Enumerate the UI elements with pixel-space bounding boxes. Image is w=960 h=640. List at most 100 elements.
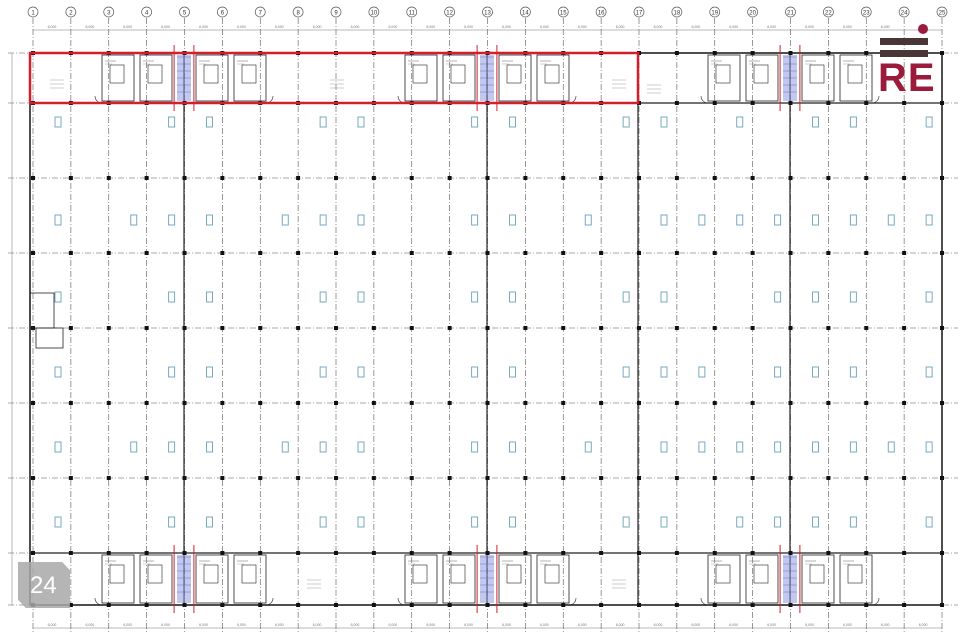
structural-column	[674, 551, 679, 555]
structural-column	[712, 251, 717, 255]
restroom	[412, 64, 428, 84]
dimension-label: 6,000	[388, 623, 397, 627]
grid-label: 19	[711, 11, 718, 17]
structural-column	[220, 401, 225, 405]
grid-bubble	[557, 6, 569, 18]
structural-column	[371, 603, 376, 607]
grid-label: 7	[259, 11, 263, 17]
structural-column	[334, 603, 338, 607]
dimension-label: 6,000	[729, 623, 738, 627]
skylight	[660, 366, 668, 378]
office-room	[839, 54, 873, 102]
skylight	[471, 441, 479, 453]
grid-bubble	[898, 6, 910, 18]
grid-label: 9	[334, 11, 338, 17]
skylight	[471, 291, 479, 303]
skylight	[54, 366, 62, 378]
grid-bubble	[254, 6, 266, 18]
structural-column	[106, 176, 111, 180]
skylight	[698, 366, 706, 378]
skylight	[849, 516, 857, 528]
structural-column	[826, 101, 831, 105]
office-room	[233, 54, 267, 102]
skylight	[281, 441, 289, 453]
office-room	[745, 54, 779, 102]
dimension-label: 6,000	[881, 25, 890, 29]
grid-bubble	[179, 6, 190, 18]
structural-column	[712, 326, 717, 330]
restroom	[412, 564, 428, 584]
grid-label: 16	[598, 11, 605, 17]
structural-column	[940, 401, 944, 405]
skylight	[622, 116, 630, 128]
structural-column	[68, 476, 73, 480]
restroom	[847, 64, 863, 84]
skylight	[206, 441, 213, 453]
dimension-label: 6,000	[654, 25, 663, 29]
dimension-label: 6,000	[161, 25, 170, 29]
dimension-label: 6,000	[351, 623, 360, 627]
structural-column	[409, 251, 414, 255]
structural-column	[902, 476, 907, 480]
skylight	[357, 291, 365, 303]
structural-column	[258, 551, 263, 555]
structural-column	[523, 176, 528, 180]
structural-column	[637, 251, 641, 255]
dimension-label: 6,000	[919, 623, 928, 627]
skylight	[812, 366, 819, 378]
structural-column	[182, 251, 187, 255]
dimension-label: 6,000	[729, 25, 738, 29]
structural-column	[258, 401, 263, 405]
structural-column	[220, 251, 225, 255]
grid-label: 23	[863, 11, 870, 17]
dimension-label: 6,000	[578, 623, 587, 627]
structural-column	[182, 551, 187, 555]
structural-column	[788, 176, 793, 180]
grid-label: 18	[674, 11, 681, 17]
dimension-label: 6,000	[85, 623, 94, 627]
structural-column	[599, 251, 604, 255]
structural-column	[485, 401, 490, 405]
grid-bubble	[27, 6, 39, 18]
skylight	[812, 291, 819, 303]
structural-column	[637, 551, 641, 555]
structural-column	[826, 476, 831, 480]
restroom	[715, 564, 731, 584]
structural-column	[674, 326, 679, 330]
stair	[783, 555, 797, 603]
structural-column	[599, 326, 604, 330]
skylight	[925, 214, 933, 226]
structural-column	[826, 176, 831, 180]
skylight	[660, 214, 668, 226]
office-room	[498, 554, 532, 604]
structural-column	[296, 476, 301, 480]
structural-column	[864, 401, 869, 405]
dimension-label: 6,000	[48, 623, 57, 627]
skylight	[660, 441, 668, 453]
stair	[480, 555, 494, 603]
structural-column	[68, 401, 73, 405]
restroom	[147, 564, 163, 584]
structural-column	[144, 251, 149, 255]
dimension-label: 6,000	[313, 25, 322, 29]
dimension-label: 6,000	[691, 25, 700, 29]
structural-column	[712, 551, 717, 555]
restroom	[506, 564, 522, 584]
structural-column	[68, 603, 73, 607]
skylight	[206, 291, 213, 303]
structural-column	[523, 326, 528, 330]
structural-column	[409, 603, 414, 607]
dimension-label: 6,000	[199, 25, 208, 29]
structural-column	[788, 101, 793, 105]
structural-column	[637, 401, 641, 405]
door	[871, 95, 880, 104]
structural-column	[637, 176, 641, 180]
structural-column	[144, 176, 149, 180]
structural-column	[371, 326, 376, 330]
structural-column	[409, 326, 414, 330]
structural-column	[334, 176, 338, 180]
structural-column	[144, 326, 149, 330]
page-badge[interactable]: 24	[18, 562, 70, 608]
structural-column	[902, 401, 907, 405]
grid-label: 8	[296, 11, 300, 17]
